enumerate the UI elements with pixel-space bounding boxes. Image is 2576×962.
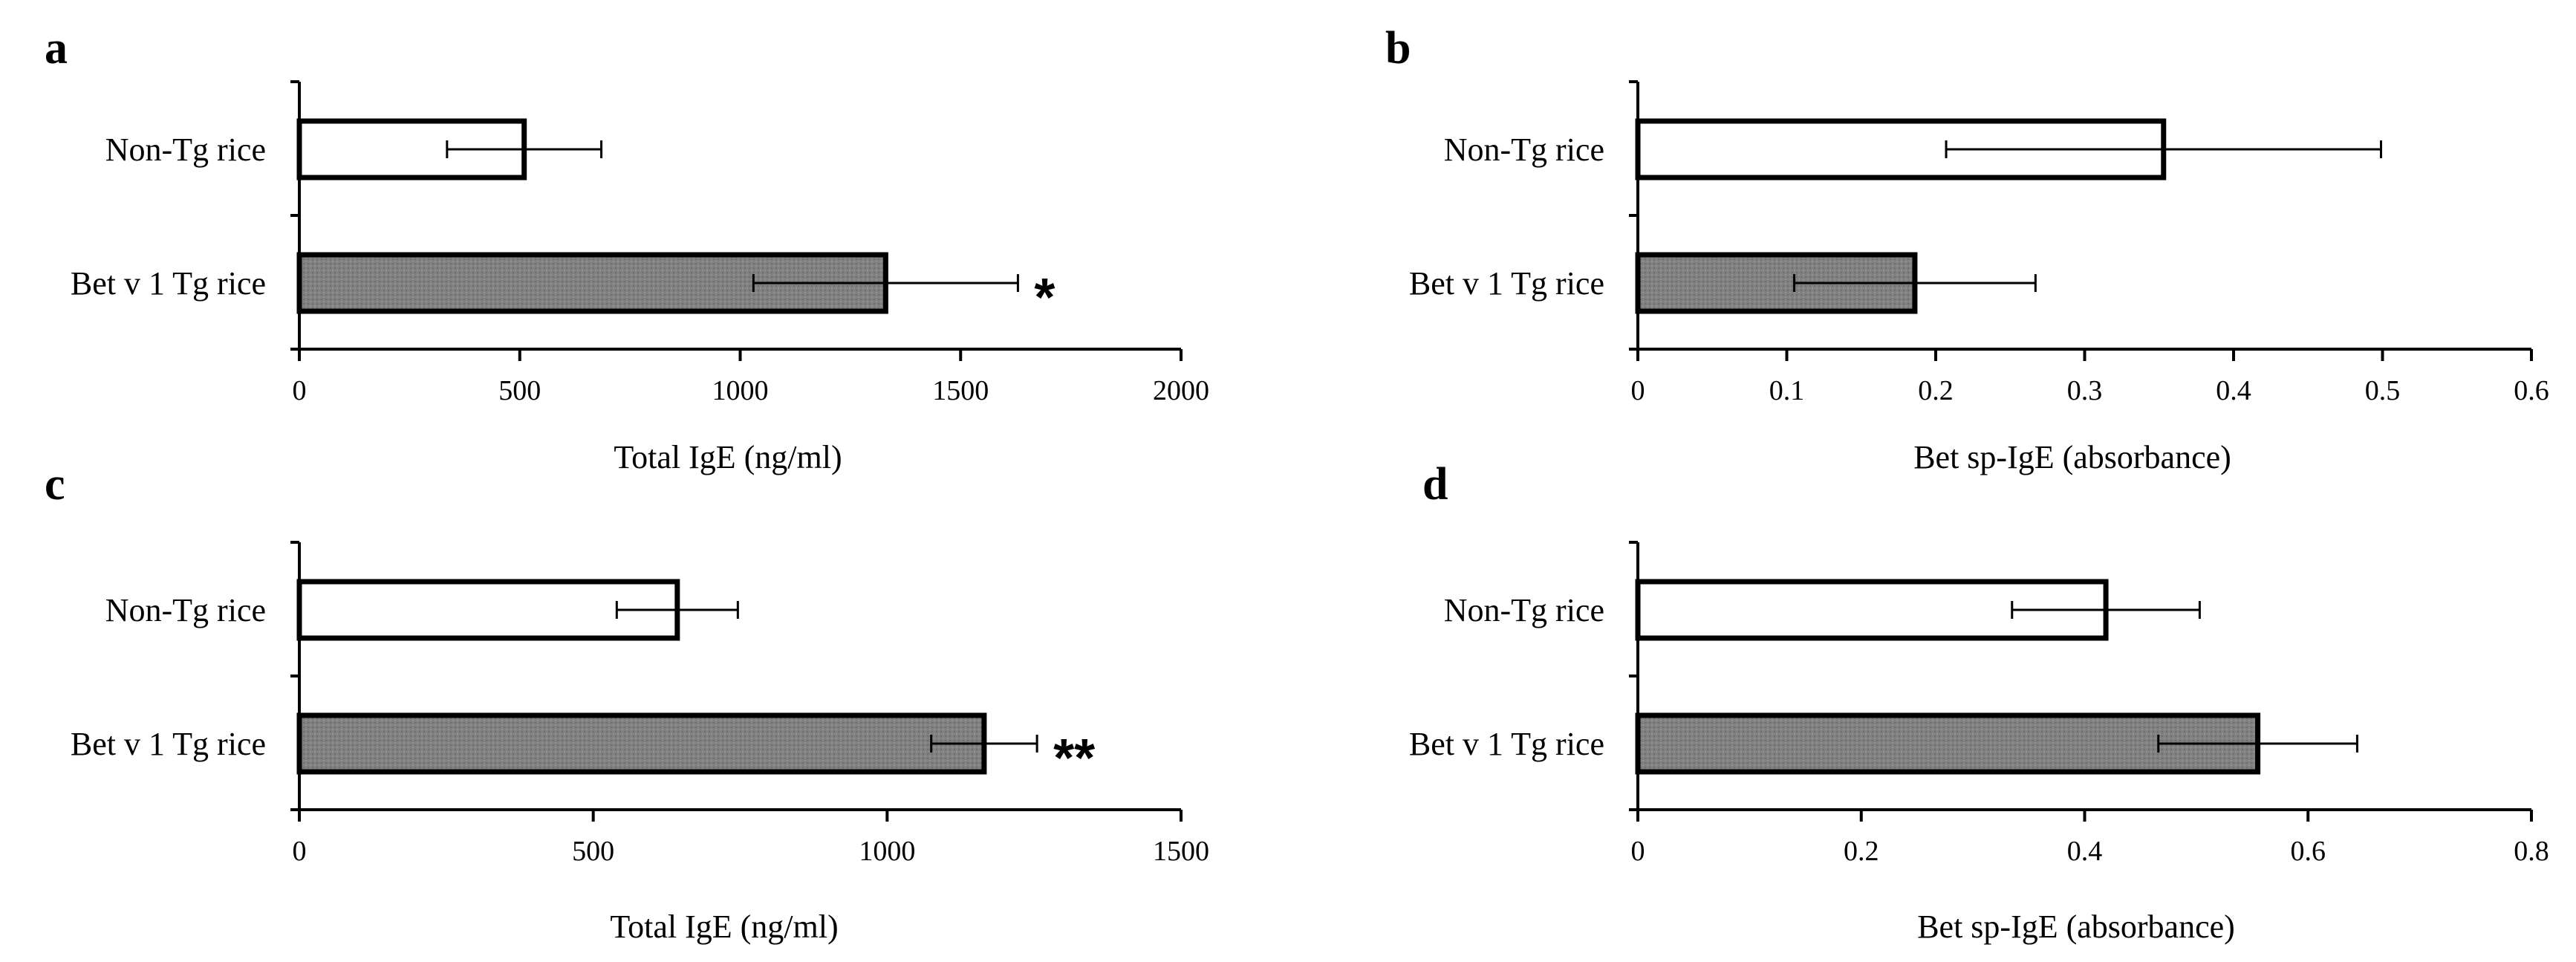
x-axis-title: Total IgE (ng/ml) — [614, 439, 842, 475]
panel-letter: d — [1422, 459, 1448, 510]
panel-letter: a — [45, 23, 68, 74]
panel-d: d 0 0.2 0.4 0.6 0.8 Bet sp-IgE (absorbance) Non… — [1409, 459, 2549, 945]
category-label: Non-Tg rice — [105, 592, 266, 628]
x-tick-label: 2000 — [1153, 375, 1209, 406]
x-axis-title: Bet sp-IgE (absorbance) — [1913, 439, 2231, 475]
panel-c: c 0 500 1000 1500 Total IgE (ng/ml) Non-Tg ric… — [45, 459, 1209, 945]
panel-b: b 0 0.1 0.2 0.3 0.4 0.5 0.6 Bet sp-IgE (absorban… — [1385, 23, 2549, 475]
x-tick-label: 0.6 — [2291, 836, 2326, 867]
category-label: Bet v 1 Tg rice — [71, 265, 266, 302]
x-tick-label: 0.2 — [1844, 836, 1879, 867]
bar-bet-v-1-tg-rice — [296, 712, 987, 775]
x-tick-label: 0.8 — [2514, 836, 2549, 867]
x-tick-label: 0 — [1631, 836, 1645, 867]
panel-letter: b — [1385, 23, 1411, 74]
x-tick-label: 0 — [293, 375, 307, 406]
x-tick-label: 0.5 — [2365, 375, 2401, 406]
category-label: Bet v 1 Tg rice — [1409, 265, 1604, 302]
category-label: Non-Tg rice — [1444, 131, 1604, 168]
x-tick-label: 0.1 — [1769, 375, 1805, 406]
x-tick-label: 0.4 — [2067, 836, 2103, 867]
x-tick-label: 1500 — [1153, 836, 1209, 867]
category-label: Bet v 1 Tg rice — [1409, 726, 1604, 762]
x-tick-label: 0.4 — [2216, 375, 2251, 406]
x-tick-label: 500 — [572, 836, 614, 867]
x-tick-label: 1000 — [712, 375, 769, 406]
significance-marker: ** — [1053, 729, 1095, 788]
x-tick-label: 0 — [1631, 375, 1645, 406]
x-tick-label: 0.6 — [2514, 375, 2549, 406]
category-label: Bet v 1 Tg rice — [71, 726, 266, 762]
category-label: Non-Tg rice — [105, 131, 266, 168]
x-axis-title: Bet sp-IgE (absorbance) — [1917, 909, 2235, 945]
x-tick-label: 500 — [498, 375, 541, 406]
significance-marker: * — [1034, 268, 1055, 328]
x-axis-title: Total IgE (ng/ml) — [610, 909, 838, 945]
x-tick-label: 0.3 — [2067, 375, 2103, 406]
panel-letter: c — [45, 459, 65, 510]
x-tick-label: 1500 — [932, 375, 989, 406]
x-tick-label: 1000 — [859, 836, 915, 867]
panel-a: a 0 500 1000 1500 2000 Total IgE (ng/ml) Non-Tg… — [45, 23, 1209, 475]
bar-bet-v-1-tg-rice — [1635, 712, 2261, 775]
x-tick-label: 0.2 — [1918, 375, 1954, 406]
x-tick-label: 0 — [293, 836, 307, 867]
category-label: Non-Tg rice — [1444, 592, 1604, 628]
